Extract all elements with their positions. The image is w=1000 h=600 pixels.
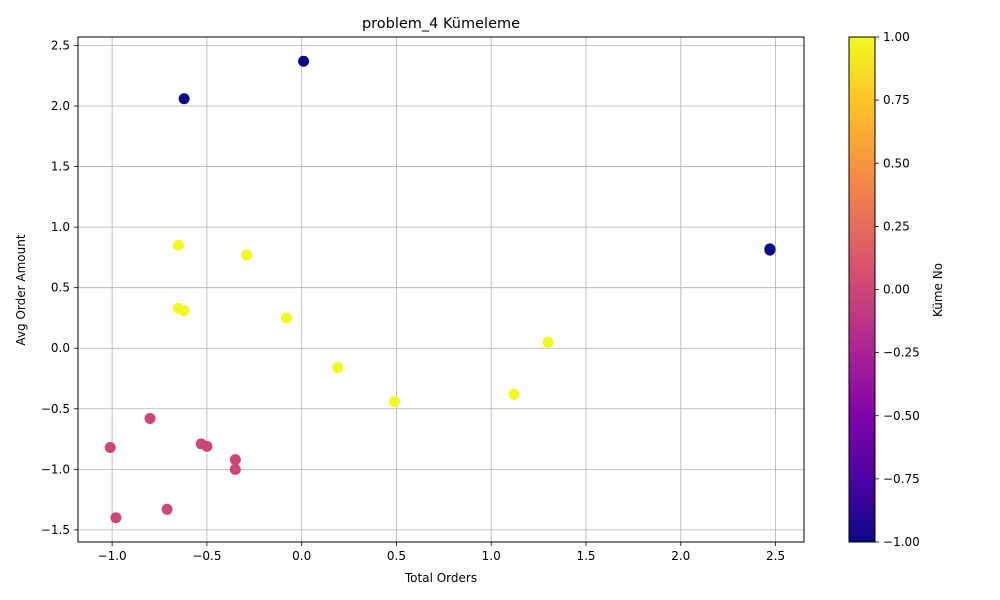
y-tick-label: 1.0 [51,220,70,234]
scatter-point [229,463,241,475]
scatter-point [281,312,293,324]
y-tick-label: −0.5 [41,402,70,416]
x-tick-label: 2.0 [671,549,690,563]
scatter-point [542,336,554,348]
scatter-points [104,55,776,524]
y-tick-label: −1.5 [41,523,70,537]
colorbar-tick-label: −1.00 [883,535,920,549]
scatter-point [110,512,122,524]
x-tick-label: 2.5 [766,549,785,563]
y-tick-label: 0.5 [51,281,70,295]
x-tick-label: 0.0 [292,549,311,563]
colorbar-tick-label: −0.75 [883,472,920,486]
colorbar-ticks: −1.00 −0.75 −0.50 −0.25 0.00 0.25 0.50 0.75 1.00 [875,30,920,549]
colorbar-tick-label: 0.50 [883,156,910,170]
y-tick-label: 0.0 [51,341,70,355]
scatter-point [241,249,253,261]
colorbar-tick-label: 0.00 [883,283,910,297]
plot-area-frame [77,36,805,543]
y-tick-label: 2.5 [51,38,70,52]
scatter-point [298,55,310,67]
x-tick-label: 1.0 [482,549,501,563]
y-tick-label: 2.0 [51,99,70,113]
scatter-point [104,442,116,454]
colorbar-tick-label: −0.25 [883,346,920,360]
scatter-point [161,503,173,515]
colorbar-tick-label: 0.75 [883,93,910,107]
x-axis-label: Total Orders [404,571,477,585]
colorbar-tick-label: 1.00 [883,30,910,44]
scatter-point [764,244,776,256]
y-axis-label: Avg Order Amount [14,234,28,345]
colorbar [848,36,876,543]
x-tick-label: −0.5 [192,549,221,563]
y-axis-ticks: −1.5 −1.0 −0.5 0.0 0.5 1.0 1.5 2.0 2.5 [41,38,78,537]
y-tick-label: 1.5 [51,160,70,174]
scatter-point [178,93,190,105]
x-tick-label: 1.5 [576,549,595,563]
scatter-point [201,440,213,452]
colorbar-tick-label: 0.25 [883,219,910,233]
colorbar-tick-label: −0.50 [883,409,920,423]
colorbar-label: Küme No [931,263,945,317]
x-tick-label: −1.0 [98,549,127,563]
scatter-point [172,239,184,251]
y-tick-label: −1.0 [41,462,70,476]
chart-title: problem_4 Kümeleme [362,16,520,32]
scatter-point [332,362,344,374]
scatter-point [508,388,520,400]
scatter-point [229,454,241,466]
x-tick-label: 0.5 [387,549,406,563]
scatter-point [144,412,156,424]
scatter-point [178,305,190,317]
grid [78,37,804,542]
x-axis-ticks: −1.0 −0.5 0.0 0.5 1.0 1.5 2.0 2.5 [98,542,785,563]
scatter-point [389,396,401,408]
